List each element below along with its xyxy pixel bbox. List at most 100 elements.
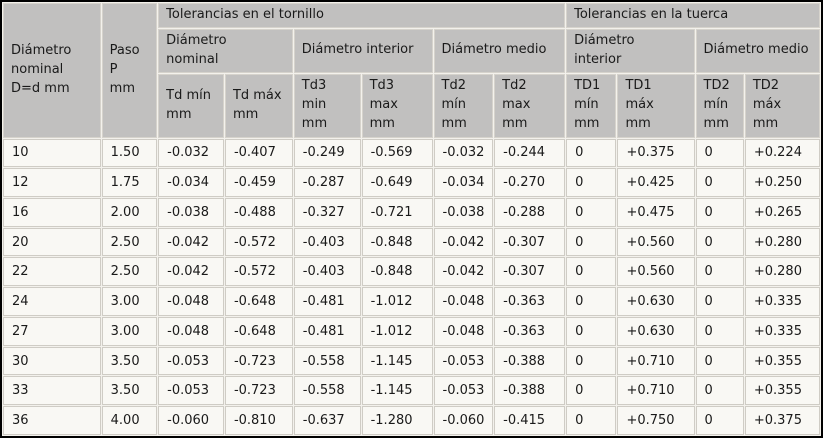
cell: -0.042 <box>433 227 494 257</box>
cell: -0.848 <box>361 227 433 257</box>
cell: -1.012 <box>361 316 433 346</box>
cell: 36 <box>3 406 101 435</box>
cell: +0.475 <box>617 198 695 227</box>
cell: -0.038 <box>433 198 494 227</box>
cell: 0 <box>566 198 617 227</box>
cell: -0.032 <box>158 138 224 168</box>
cell: 3.00 <box>101 316 158 346</box>
subheader-td2-nut-min: TD2 mín mm <box>695 73 744 138</box>
cell: +0.375 <box>617 138 695 168</box>
cell: -0.407 <box>224 138 293 168</box>
cell: 0 <box>695 406 744 435</box>
table-header: Diámetro nominal D=d mm Paso P mm Tolera… <box>3 3 820 138</box>
cell: -0.810 <box>224 406 293 435</box>
header-row-subcolumns: Td mín mm Td máx mm Td3 min mm Td3 max m… <box>3 73 820 138</box>
cell: 3.50 <box>101 376 158 406</box>
section-header-tuerca: Tolerancias en la tuerca <box>566 3 820 28</box>
cell: 10 <box>3 138 101 168</box>
cell: 22 <box>3 257 101 287</box>
cell: -0.053 <box>158 346 224 376</box>
table-row: 10 1.50 -0.032 -0.407 -0.249 -0.569 -0.032 -0.2… <box>3 138 820 168</box>
cell: -0.048 <box>158 287 224 316</box>
cell: -0.569 <box>361 138 433 168</box>
cell: -0.032 <box>433 138 494 168</box>
cell: +0.630 <box>617 316 695 346</box>
cell: 33 <box>3 376 101 406</box>
cell: 30 <box>3 346 101 376</box>
cell: -0.048 <box>158 316 224 346</box>
cell: +0.560 <box>617 257 695 287</box>
cell: -0.363 <box>494 316 566 346</box>
cell: -0.721 <box>361 198 433 227</box>
cell: +0.630 <box>617 287 695 316</box>
cell: -0.034 <box>158 168 224 197</box>
cell: 24 <box>3 287 101 316</box>
cell: -0.388 <box>494 346 566 376</box>
cell: 27 <box>3 316 101 346</box>
cell: -0.053 <box>433 346 494 376</box>
cell: -0.572 <box>224 227 293 257</box>
cell: +0.250 <box>744 168 820 197</box>
cell: +0.710 <box>617 346 695 376</box>
group-tornillo-diametro-medio: Diámetro medio <box>433 28 566 73</box>
cell: -0.042 <box>433 257 494 287</box>
cell: +0.355 <box>744 376 820 406</box>
cell: -0.042 <box>158 227 224 257</box>
cell: 2.00 <box>101 198 158 227</box>
cell: 1.50 <box>101 138 158 168</box>
cell: 0 <box>695 287 744 316</box>
cell: 1.75 <box>101 168 158 197</box>
table-row: 27 3.00 -0.048 -0.648 -0.481 -1.012 -0.048 -0.3… <box>3 316 820 346</box>
cell: -0.249 <box>293 138 361 168</box>
cell: 0 <box>695 376 744 406</box>
cell: -0.327 <box>293 198 361 227</box>
cell: -0.648 <box>224 287 293 316</box>
cell: 0 <box>566 168 617 197</box>
cell: -1.145 <box>361 346 433 376</box>
cell: -0.558 <box>293 376 361 406</box>
cell: -0.403 <box>293 227 361 257</box>
cell: 2.50 <box>101 227 158 257</box>
cell: 0 <box>566 287 617 316</box>
cell: 3.50 <box>101 346 158 376</box>
cell: 0 <box>566 346 617 376</box>
cell: -0.053 <box>433 376 494 406</box>
cell: 0 <box>695 138 744 168</box>
cell: +0.750 <box>617 406 695 435</box>
cell: 0 <box>566 376 617 406</box>
group-tuerca-diametro-interior: Diámetro interior <box>566 28 695 73</box>
table-row: 16 2.00 -0.038 -0.488 -0.327 -0.721 -0.038 -0.2… <box>3 198 820 227</box>
cell: -0.060 <box>433 406 494 435</box>
cell: -0.048 <box>433 316 494 346</box>
cell: -0.038 <box>158 198 224 227</box>
cell: +0.425 <box>617 168 695 197</box>
cell: -1.012 <box>361 287 433 316</box>
cell: -0.723 <box>224 346 293 376</box>
cell: -0.481 <box>293 287 361 316</box>
cell: 0 <box>566 316 617 346</box>
header-row-groups: Diámetro nominal Diámetro interior Diáme… <box>3 28 820 73</box>
subheader-td3-min: Td3 min mm <box>293 73 361 138</box>
cell: -0.459 <box>224 168 293 197</box>
cell: 0 <box>695 227 744 257</box>
cell: 0 <box>695 257 744 287</box>
cell: -0.060 <box>158 406 224 435</box>
cell: 20 <box>3 227 101 257</box>
cell: 0 <box>566 138 617 168</box>
cell: 0 <box>566 406 617 435</box>
cell: -0.288 <box>494 198 566 227</box>
cell: -0.848 <box>361 257 433 287</box>
cell: -0.415 <box>494 406 566 435</box>
cell: -0.481 <box>293 316 361 346</box>
cell: -0.649 <box>361 168 433 197</box>
cell: -0.034 <box>433 168 494 197</box>
table-row: 30 3.50 -0.053 -0.723 -0.558 -1.145 -0.053 -0.3… <box>3 346 820 376</box>
subheader-td-max: Td máx mm <box>224 73 293 138</box>
cell: 2.50 <box>101 257 158 287</box>
subheader-td1-nut-min: TD1 mín mm <box>566 73 617 138</box>
cell: +0.560 <box>617 227 695 257</box>
cell: 0 <box>566 227 617 257</box>
subheader-td2-min: Td2 mín mm <box>433 73 494 138</box>
cell: -0.388 <box>494 376 566 406</box>
cell: 0 <box>695 168 744 197</box>
